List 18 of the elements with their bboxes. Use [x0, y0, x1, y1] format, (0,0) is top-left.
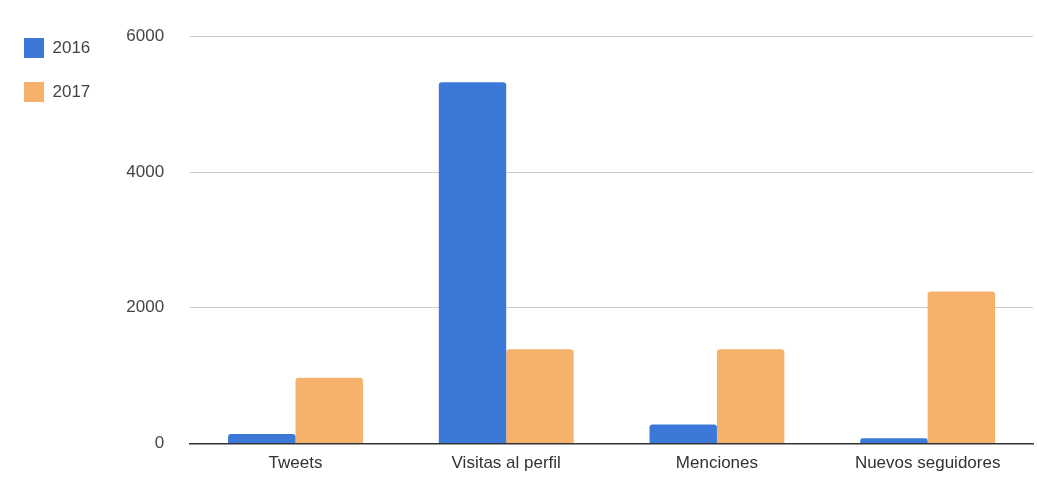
bar — [438, 82, 507, 444]
bar — [228, 434, 296, 444]
x-tick-label: Visitas al perfil — [451, 453, 561, 473]
legend-label: 2017 — [52, 81, 91, 101]
legend-label: 2016 — [52, 37, 91, 57]
bar — [927, 291, 996, 444]
bar — [716, 349, 785, 444]
bar — [295, 377, 363, 444]
y-tick-label: 2000 — [126, 297, 165, 317]
bar — [860, 438, 928, 444]
y-tick-label: 0 — [154, 433, 165, 453]
x-tick-label: Nuevos seguidores — [854, 453, 1001, 473]
x-tick-label: Tweets — [268, 453, 323, 473]
y-tick-label: 6000 — [126, 25, 165, 45]
y-tick-label: 4000 — [126, 161, 165, 181]
x-tick-label: Menciones — [675, 453, 759, 473]
bar — [506, 349, 574, 444]
bar — [649, 424, 717, 444]
